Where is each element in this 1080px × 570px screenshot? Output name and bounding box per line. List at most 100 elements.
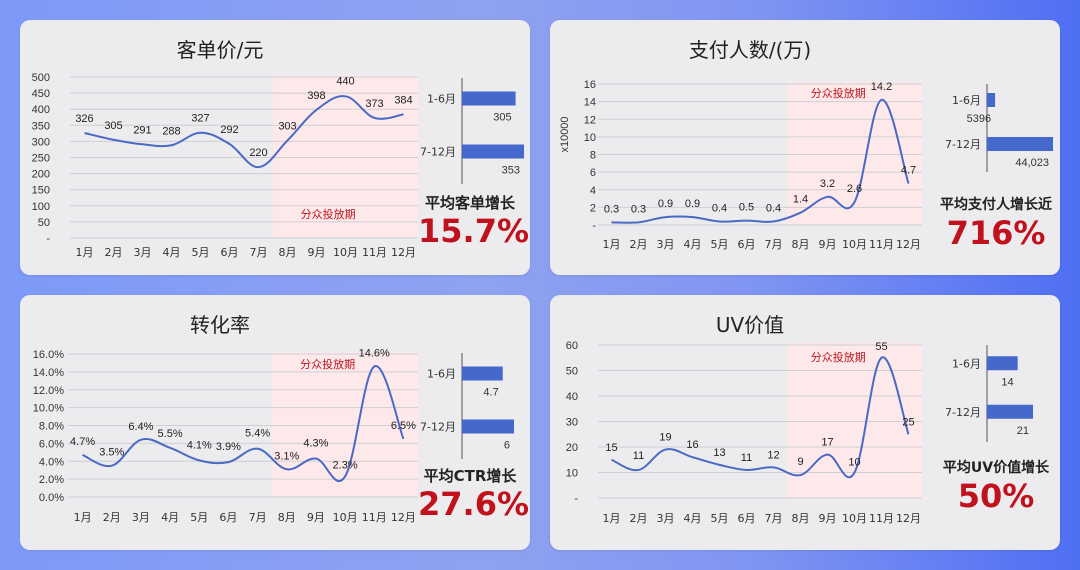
bar-category-label: 7-12月	[420, 421, 456, 434]
card-title: 转化率	[190, 313, 250, 337]
bar-value-label: 305	[493, 112, 511, 124]
x-tick-label: 12月	[896, 238, 921, 251]
x-tick-label: 3月	[134, 246, 152, 259]
x-tick-label: 1月	[603, 238, 621, 251]
comparison-bar	[987, 404, 1033, 419]
y-tick-label: 4.0%	[39, 456, 64, 468]
campaign-label: 分众投放期	[811, 86, 866, 100]
y-tick-label: 2.0%	[39, 474, 64, 486]
x-tick-label: 1月	[74, 511, 92, 524]
y-tick-label: -	[574, 493, 578, 505]
x-tick-label: 2月	[103, 511, 121, 524]
y-tick-label: 12.0%	[33, 385, 64, 397]
x-tick-label: 8月	[279, 246, 297, 259]
x-tick-label: 11月	[869, 238, 894, 251]
y-tick-label: 50	[38, 217, 50, 229]
data-label: 0.4	[712, 202, 727, 214]
data-label: 1.4	[793, 194, 808, 206]
campaign-label: 分众投放期	[300, 357, 355, 371]
stat-label: 平均支付人增长近	[940, 197, 1052, 213]
x-tick-label: 6月	[219, 511, 237, 524]
data-label: 3.2	[820, 178, 835, 190]
data-label: 17	[821, 437, 833, 449]
stat-label: 平均UV价值增长	[942, 460, 1050, 476]
x-tick-label: 1月	[76, 246, 94, 259]
x-tick-label: 12月	[391, 511, 416, 524]
campaign-period-shade	[272, 352, 418, 497]
data-label: 6.4%	[128, 421, 153, 433]
data-label: 55	[875, 341, 887, 353]
comparison-bar	[462, 144, 524, 159]
data-label: 5.4%	[245, 428, 270, 440]
x-tick-label: 10月	[842, 512, 867, 525]
data-label: 384	[394, 94, 412, 106]
y-unit-label: x10000	[559, 116, 571, 152]
x-tick-label: 2月	[630, 238, 648, 251]
y-tick-label: -	[46, 233, 50, 245]
campaign-label: 分众投放期	[301, 207, 356, 221]
x-tick-label: 5月	[192, 246, 210, 259]
data-label: 0.9	[685, 198, 700, 210]
data-label: 11	[633, 450, 644, 462]
x-tick-label: 11月	[362, 511, 387, 524]
x-tick-label: 8月	[792, 512, 810, 525]
data-label: 3.9%	[216, 441, 241, 453]
y-tick-label: 0.0%	[39, 492, 64, 504]
data-label: 220	[249, 147, 267, 159]
bar-category-label: 1-6月	[427, 93, 456, 106]
x-tick-label: 7月	[765, 238, 783, 251]
y-tick-label: 150	[32, 185, 50, 197]
y-tick-label: 8.0%	[39, 421, 64, 433]
x-tick-label: 9月	[308, 246, 326, 259]
data-label: 13	[713, 447, 725, 459]
y-tick-label: 6.0%	[39, 438, 64, 450]
bar-value-label: 21	[1017, 425, 1029, 437]
y-tick-label: 350	[32, 120, 50, 132]
data-label: 11	[741, 452, 752, 464]
data-label: 12	[767, 449, 779, 461]
stat-label: 平均客单增长	[424, 194, 515, 212]
series-line	[611, 356, 910, 479]
comparison-bar	[462, 419, 514, 434]
line-chart-paying-users: - 2 4 6 8 10 12 14 16 x10000 1月 2月 3月 4月 5月 6月 7月 8月 9月 10月…	[559, 79, 1053, 251]
x-tick-label: 5月	[190, 511, 208, 524]
data-label: 327	[191, 113, 209, 125]
campaign-label: 分众投放期	[811, 350, 866, 364]
bar-category-label: 7-12月	[945, 406, 981, 419]
bar-value-label: 6	[504, 440, 510, 452]
data-label: 373	[365, 98, 383, 110]
data-label: 4.1%	[187, 439, 212, 451]
bar-value-label: 4.7	[483, 387, 498, 399]
data-label: 4.7	[901, 165, 916, 177]
data-label: 6.5%	[391, 420, 416, 432]
x-tick-label: 6月	[738, 238, 756, 251]
x-tick-label: 4月	[163, 246, 181, 259]
x-tick-label: 12月	[896, 512, 921, 525]
x-tick-label: 3月	[132, 511, 150, 524]
data-label: 19	[659, 432, 671, 444]
card-avg-order-value: 客单价/元 - 50 100 150 200 250 300 350 400 450 500 1月 2月…	[20, 20, 530, 275]
y-tick-label: 16	[584, 79, 596, 91]
line-chart-avg-order-value: - 50 100 150 200 250 300 350 400 450 500 1月 2月 3月 4月 5月…	[32, 72, 524, 259]
bar-value-label: 14	[1001, 376, 1013, 388]
data-label: 2.6	[847, 183, 862, 195]
x-tick-label: 9月	[819, 512, 837, 525]
y-tick-label: 16.0%	[33, 349, 64, 361]
data-label: 0.5	[739, 202, 754, 214]
series-line	[82, 365, 405, 483]
campaign-period-shade	[273, 75, 418, 238]
data-label: 0.9	[658, 198, 673, 210]
bar-value-label: 5396	[967, 113, 991, 125]
y-tick-label: 60	[566, 340, 578, 352]
card-paying-users: 支付人数/(万) - 2 4 6 8 10 12 14 16 x10000 1月 2月 3月 4月 5月 6月…	[550, 20, 1060, 275]
x-tick-label: 7月	[765, 512, 783, 525]
y-tick-label: 20	[566, 442, 578, 454]
y-tick-label: 12	[584, 114, 596, 126]
bar-category-label: 1-6月	[427, 368, 456, 381]
x-tick-label: 6月	[738, 512, 756, 525]
data-label: 4.3%	[303, 438, 328, 450]
y-tick-label: 200	[32, 169, 50, 181]
y-tick-label: 10	[584, 132, 596, 144]
data-label: 0.3	[631, 203, 646, 215]
x-tick-label: 4月	[161, 511, 179, 524]
